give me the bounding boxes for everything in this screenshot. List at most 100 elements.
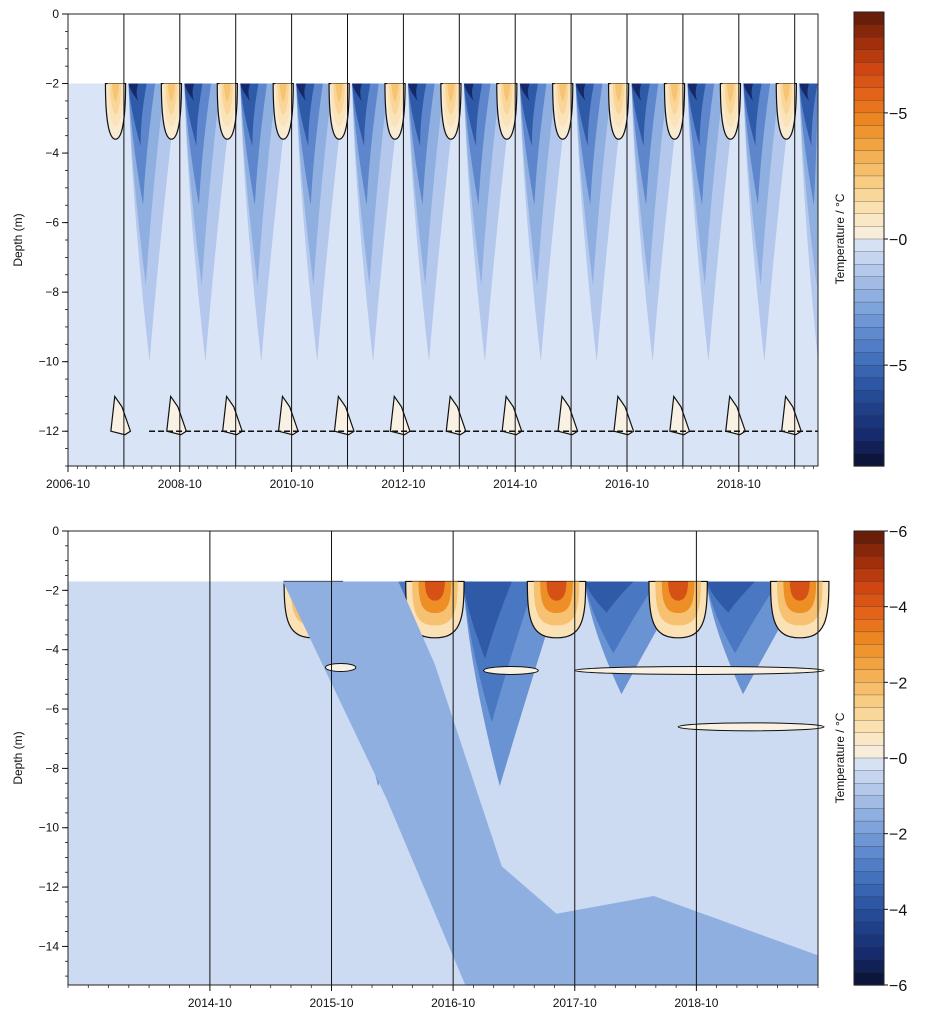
colorbar-step (853, 276, 885, 291)
cold-wave-2019-4 (799, 83, 809, 101)
y-tick-label: −4 (45, 146, 59, 160)
cold-wave-2014-4 (519, 83, 530, 101)
colorbar-step (853, 921, 885, 936)
cold-wave-2011-4 (352, 83, 362, 101)
zero-patch-2013 (445, 394, 467, 436)
colorbar-step (853, 934, 885, 948)
colorbar-step (853, 390, 885, 404)
cold-wave-2013-4 (463, 83, 474, 101)
colorbar-step (853, 556, 885, 570)
colorbar-step (853, 150, 885, 164)
colorbar-step (853, 757, 885, 772)
y-tick-label: −4 (45, 643, 59, 657)
cold-wave-2009-4 (240, 83, 250, 101)
cold-wave-2018-2 (706, 581, 756, 613)
colorbar-step (853, 606, 885, 620)
zero-patch-2009 (222, 394, 243, 436)
colorbar-step (853, 593, 885, 608)
colorbar-step (853, 972, 885, 986)
thaw-2015-3 (559, 83, 567, 103)
colorbar-step (853, 568, 885, 583)
cold-wave-2012-3 (408, 83, 427, 147)
cold-wave-2013-3 (463, 83, 483, 147)
cold-wave-2018-4 (743, 83, 754, 101)
colorbar-tick-label: −4 (889, 600, 907, 617)
thaw-2017-3 (546, 581, 567, 601)
x-tick-label: 2018-10 (674, 996, 718, 1010)
x-tick-label: 2012-10 (381, 477, 425, 491)
cold-wave-2007-4 (128, 83, 139, 101)
cold-wave-2008-3 (184, 83, 203, 147)
thaw-2019-3 (782, 83, 790, 103)
zero-lens-2 (574, 665, 825, 675)
zero-patch-2018 (725, 394, 747, 436)
colorbar-step (853, 314, 885, 328)
thaw-2011-3 (335, 83, 343, 103)
colorbar-step (853, 251, 885, 265)
colorbar-step (853, 428, 885, 442)
colorbar-step (853, 100, 885, 114)
x-tick-label: 2016-10 (431, 996, 475, 1010)
colorbar-step (853, 264, 885, 278)
colorbar: −5 −0 −5 Temperature / °C (833, 11, 907, 467)
cold-wave-2010-4 (296, 83, 306, 101)
colorbar-step (853, 745, 885, 759)
colorbar-step (853, 49, 885, 64)
cold-wave-2017-4 (687, 83, 698, 101)
colorbar-step (853, 377, 885, 391)
colorbar-step (853, 846, 885, 860)
colorbar-tick-label: −2 (889, 827, 907, 844)
colorbar-step (853, 163, 885, 177)
y-tick-label: −12 (39, 880, 60, 894)
thaw-2019-3 (789, 581, 810, 601)
thaw-2007-3 (112, 83, 119, 103)
cold-wave-2019-3 (799, 83, 818, 147)
y-tick-label: −12 (39, 424, 60, 438)
cold-wave-2010-3 (296, 83, 315, 147)
colorbar-step (853, 833, 885, 847)
colorbar-step (853, 820, 885, 835)
colorbar-tick-label: −2 (889, 675, 907, 692)
colorbar-step (853, 947, 885, 961)
colorbar-step (853, 327, 885, 341)
colorbar-tick-label: −5 (889, 106, 907, 123)
y-axis-label: Depth (m) (11, 731, 25, 784)
y-tick-label: −6 (45, 216, 59, 230)
cold-wave-2014-3 (519, 83, 538, 147)
colorbar-tick-label: −4 (889, 902, 907, 919)
colorbar-step (853, 62, 885, 76)
colorbar-tick-label: −5 (889, 358, 907, 375)
x-tick-label: 2014-10 (493, 477, 537, 491)
colorbar-step (853, 87, 885, 101)
zero-lens-0 (324, 662, 357, 672)
colorbar-step (853, 619, 885, 633)
colorbar-step (853, 188, 885, 202)
cold-wave-2018-3 (743, 83, 762, 147)
plot-frame (67, 530, 819, 986)
thaw-2017-3 (671, 83, 678, 103)
colorbar-step (853, 909, 885, 923)
colorbar-step (853, 125, 885, 139)
colorbar-step (853, 137, 885, 152)
thaw-2018-3 (668, 581, 689, 601)
cold-wave-2017-2 (584, 581, 634, 613)
thaw-2014-3 (503, 83, 511, 103)
zero-patch-2011 (333, 394, 355, 436)
y-tick-label: −8 (45, 285, 59, 299)
x-tick-label: 2014-10 (188, 996, 232, 1010)
cold-wave-2016-3 (631, 83, 650, 147)
colorbar-step (853, 453, 885, 467)
x-tick-label: 2018-10 (717, 477, 761, 491)
zero-patch-2007 (110, 394, 132, 436)
colorbar-step (853, 858, 885, 873)
colorbar-step (853, 175, 885, 190)
cold-wave-2017-3 (687, 83, 706, 147)
y-tick-label: −6 (45, 702, 59, 716)
colorbar-step (853, 201, 885, 215)
zero-patch-2015 (557, 394, 579, 436)
thaw-2008-3 (167, 83, 175, 103)
colorbar-step (853, 631, 885, 646)
colorbar-step (853, 770, 885, 784)
colorbar-step (853, 896, 885, 910)
